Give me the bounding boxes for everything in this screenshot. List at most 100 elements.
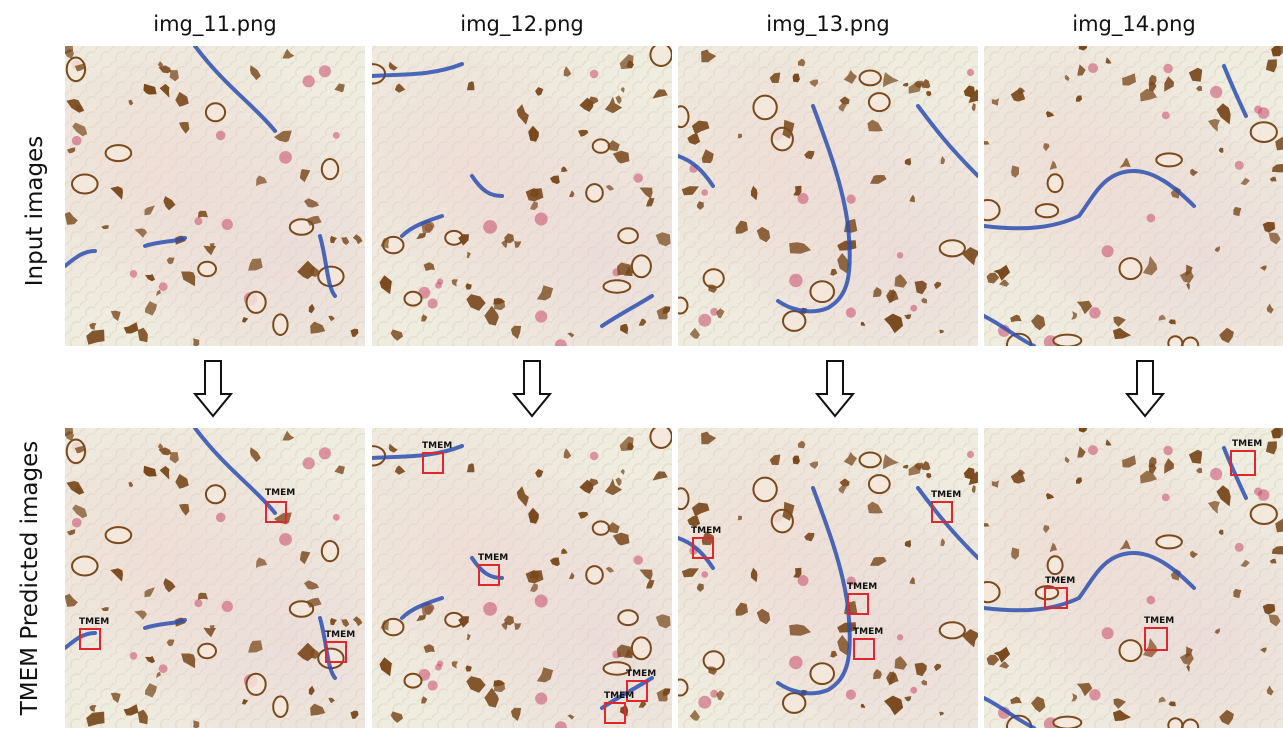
ring-cell (938, 239, 966, 258)
brown-cell (128, 99, 134, 106)
blood-vessel (318, 234, 337, 298)
ring-cell (70, 173, 99, 195)
brown-cell (536, 667, 554, 683)
brown-cell (652, 89, 668, 99)
pink-cell (797, 575, 809, 586)
brown-cell (416, 232, 427, 240)
brown-cell (1271, 46, 1282, 57)
pink-cell (797, 193, 809, 204)
tmem-detection-box (847, 593, 869, 615)
brown-cell (1011, 165, 1020, 178)
brown-cell (1216, 485, 1231, 507)
pink-cell (896, 634, 904, 641)
pink-cell (1161, 111, 1170, 120)
brown-cell (510, 707, 522, 721)
pink-cell (846, 194, 856, 204)
brown-cell (1164, 458, 1174, 474)
brown-cell (830, 650, 838, 658)
brown-cell (65, 593, 78, 607)
pink-cell (332, 513, 340, 521)
brown-cell (203, 245, 217, 256)
brown-cell (1218, 529, 1224, 535)
brown-cell (1119, 157, 1131, 168)
brown-cell (128, 481, 134, 488)
row-label-predicted: TMEM Predicted images (17, 440, 43, 716)
pink-cell (1234, 542, 1244, 552)
ring-cell (320, 158, 340, 181)
brown-cell (423, 262, 435, 271)
brown-cell (86, 711, 105, 727)
brown-cell (940, 538, 945, 547)
brown-cell (986, 272, 1000, 284)
brown-cell (123, 704, 139, 716)
brown-cell (209, 625, 215, 630)
brown-cell (466, 81, 475, 91)
ring-cell (867, 474, 891, 495)
brown-cell (687, 515, 701, 527)
tmem-label: TMEM (79, 617, 110, 627)
brown-cell (1119, 539, 1131, 550)
tissue-texture (984, 46, 1283, 346)
brown-cell (1031, 314, 1046, 331)
brown-cell (163, 578, 176, 593)
pink-cell (279, 151, 292, 164)
brown-cell (789, 242, 812, 254)
pink-cell (534, 212, 548, 226)
brown-cell (689, 327, 700, 339)
ring-cell (809, 662, 835, 686)
brown-cell (65, 430, 74, 441)
brown-cell (65, 211, 78, 225)
pink-cell (554, 339, 567, 346)
brown-cell (701, 149, 714, 164)
brown-cell (626, 60, 634, 69)
brown-cell (914, 662, 927, 677)
brown-cell (615, 477, 622, 487)
ring-cell (591, 138, 611, 154)
brown-cell (297, 260, 315, 280)
brown-cell (379, 275, 392, 295)
pink-cell (483, 220, 497, 234)
brown-cell (89, 323, 97, 330)
brown-cell (1233, 206, 1242, 217)
pink-cell (1210, 85, 1223, 99)
brown-cell (1179, 653, 1194, 666)
pink-cell (427, 680, 438, 691)
pink-cell (1088, 445, 1098, 456)
brown-cell (134, 228, 148, 238)
brown-cell (646, 198, 655, 207)
tissue-texture (65, 428, 363, 728)
brown-cell (662, 306, 671, 314)
tissue-texture (678, 431, 978, 721)
brown-cell (884, 313, 904, 334)
brown-cell (1262, 603, 1276, 615)
brown-cell (1188, 67, 1203, 82)
brown-cell (501, 240, 508, 249)
brown-cell (110, 186, 123, 200)
column-title-img-12: img_12.png (460, 12, 584, 36)
brown-cell (607, 522, 620, 534)
brown-cell (536, 285, 554, 301)
brown-cell (963, 467, 975, 480)
brown-cell (1018, 87, 1026, 94)
brown-cell (1240, 559, 1250, 568)
column-title-img-13: img_13.png (766, 12, 890, 36)
brown-cell (804, 150, 815, 160)
brown-cell (1122, 73, 1136, 86)
brown-cell (894, 274, 908, 288)
brown-cell (804, 532, 815, 542)
brown-cell (516, 486, 529, 507)
brown-cell (843, 70, 857, 84)
brown-cell (516, 104, 529, 125)
brown-cell (1190, 550, 1199, 559)
tissue-texture (678, 49, 978, 339)
ring-cell (1167, 717, 1184, 728)
brown-cell (620, 86, 625, 93)
brown-cell (256, 557, 268, 568)
brown-cell (299, 551, 311, 565)
brown-cell (390, 711, 403, 723)
brown-cell (248, 258, 263, 271)
brown-cell (465, 283, 472, 290)
brown-cell (971, 103, 976, 112)
brown-cell (310, 703, 326, 716)
pink-cell (215, 512, 226, 523)
